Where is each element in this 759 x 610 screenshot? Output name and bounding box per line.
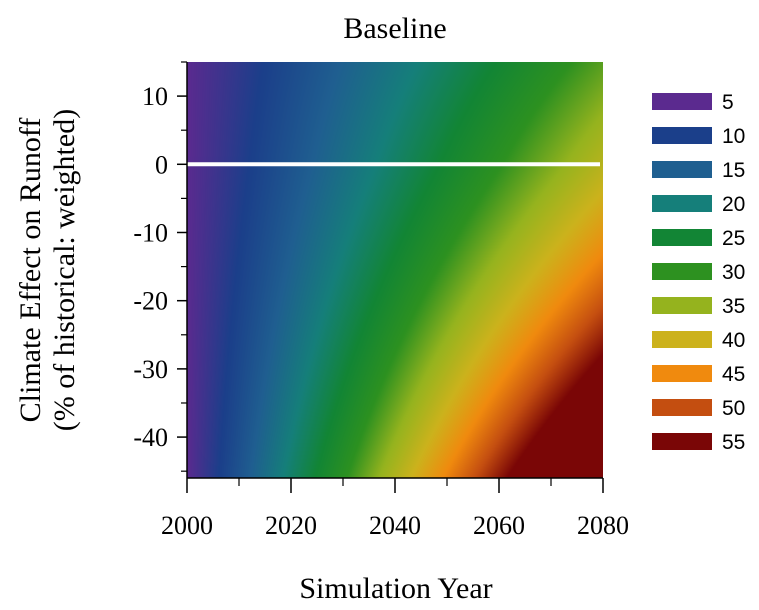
legend-label: 55: [722, 431, 745, 454]
y-tick-label: -10: [133, 218, 168, 247]
x-tick-label: 2080: [577, 511, 629, 540]
legend-swatch: [652, 229, 712, 246]
legend-swatch: [652, 161, 712, 178]
y-axis-label-line2: (% of historical: weighted): [48, 109, 81, 431]
contour-fill: [187, 62, 603, 478]
legend-label: 45: [722, 363, 745, 386]
legend-label: 50: [722, 397, 745, 420]
legend-label: 40: [722, 329, 745, 352]
y-tick-label: 0: [155, 150, 168, 179]
legend-swatch: [652, 93, 712, 110]
y-tick-label: -20: [133, 287, 168, 316]
x-tick-label: 2000: [161, 511, 213, 540]
y-tick-label: -30: [133, 355, 168, 384]
legend-label: 35: [722, 295, 745, 318]
legend-swatch: [652, 433, 712, 450]
legend-label: 25: [722, 227, 745, 250]
legend-label: 10: [722, 125, 745, 148]
x-axis-label: Simulation Year: [299, 572, 492, 605]
legend-swatch: [652, 263, 712, 280]
legend-label: 15: [722, 159, 745, 182]
legend: 5 10 15 20 25 30 35 40 45 50 55: [652, 91, 745, 454]
legend-swatch: [652, 399, 712, 416]
y-tick-label: -40: [133, 423, 168, 452]
chart-title: Baseline: [343, 12, 446, 45]
legend-swatch: [652, 195, 712, 212]
plot-area: [187, 62, 603, 478]
x-tick-label: 2060: [473, 511, 525, 540]
y-axis-label-line1: Climate Effect on Runoff: [14, 118, 47, 423]
x-axis: 2000 2020 2040 2060 2080: [161, 477, 629, 540]
y-axis-label: Climate Effect on Runoff (% of historica…: [14, 109, 81, 431]
x-tick-label: 2020: [265, 511, 317, 540]
legend-label: 5: [722, 91, 734, 114]
x-tick-label: 2040: [369, 511, 421, 540]
legend-swatch: [652, 297, 712, 314]
legend-swatch: [652, 365, 712, 382]
legend-swatch: [652, 331, 712, 348]
legend-label: 20: [722, 193, 745, 216]
y-axis: 10 0 -10 -20 -30 -40: [133, 61, 188, 478]
y-tick-label: 10: [142, 82, 168, 111]
legend-label: 30: [722, 261, 745, 284]
legend-swatch: [652, 127, 712, 144]
